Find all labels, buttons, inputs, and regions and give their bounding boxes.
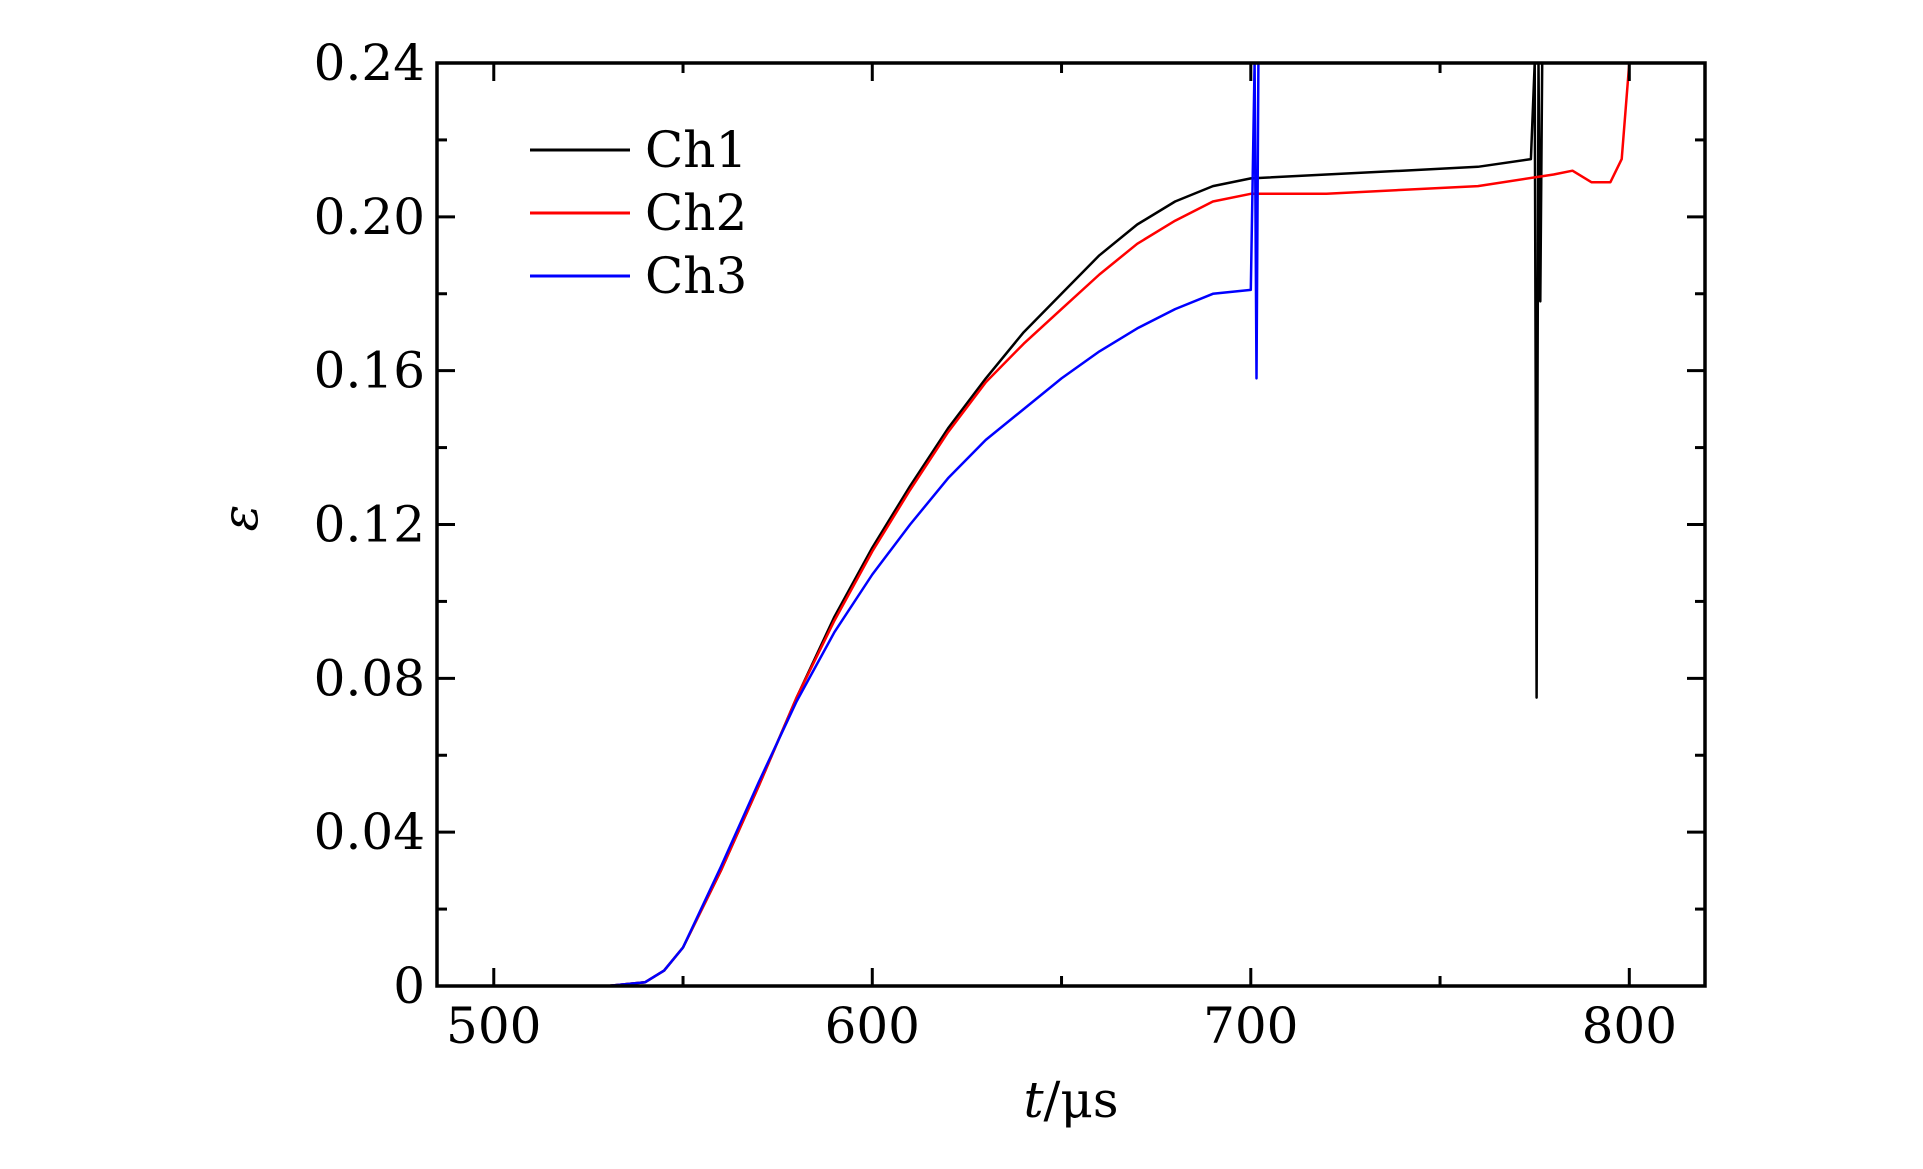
series-line-ch2 <box>437 63 1631 986</box>
y-tick-label: 0.20 <box>314 188 425 246</box>
legend-label-ch3: Ch3 <box>645 247 747 305</box>
legend-label-ch1: Ch1 <box>645 121 747 179</box>
x-tick-label: 800 <box>1582 997 1677 1055</box>
y-tick-label: 0.24 <box>314 34 425 92</box>
x-tick-label: 700 <box>1203 997 1298 1055</box>
x-tick-label: 500 <box>446 997 541 1055</box>
series-line-ch1 <box>437 63 1544 986</box>
legend-label-ch2: Ch2 <box>645 184 747 242</box>
ticks-layer <box>437 61 1705 988</box>
y-tick-label: 0.04 <box>314 803 425 861</box>
labels-layer: 500 600 700 800 0 0.04 0.08 0.12 0.16 0.20 0.24 <box>314 34 1677 1055</box>
y-tick-label: 0.16 <box>314 342 425 400</box>
plot-frame <box>435 61 1707 988</box>
x-axis-label: t/μs <box>1023 1071 1118 1129</box>
y-axis-label: ε <box>211 505 269 532</box>
series-line-ch3 <box>437 63 1260 986</box>
x-tick-label: 600 <box>825 997 920 1055</box>
series-layer <box>437 63 1631 986</box>
y-tick-label: 0 <box>393 957 425 1015</box>
y-tick-label: 0.08 <box>314 649 425 707</box>
y-tick-label: 0.12 <box>314 496 425 554</box>
